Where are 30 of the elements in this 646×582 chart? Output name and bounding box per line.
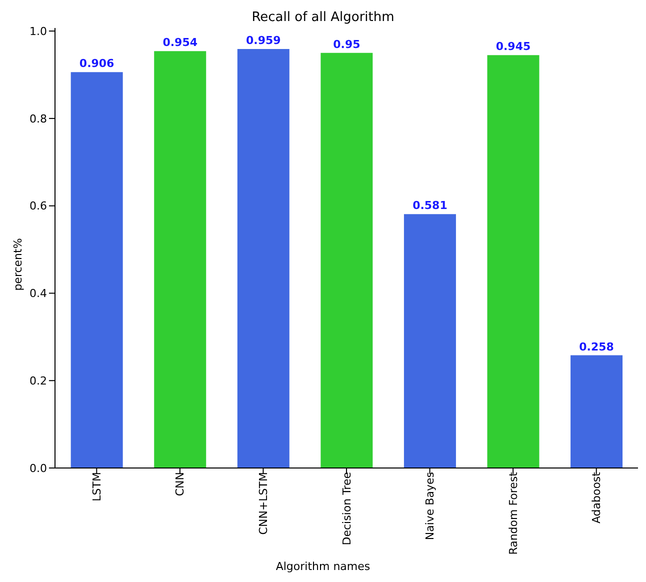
- data-label: 0.954: [162, 36, 198, 50]
- bar: [154, 51, 206, 468]
- bar: [320, 52, 373, 468]
- data-label: 0.581: [412, 199, 448, 212]
- bar: [237, 48, 290, 468]
- data-label: 0.95: [333, 38, 360, 51]
- y-tick-label: 0.2: [30, 374, 47, 388]
- y-tick-label: 0.6: [30, 200, 47, 213]
- data-label: 0.258: [579, 340, 614, 354]
- bar: [404, 214, 456, 468]
- x-tick-label: Random Forest: [506, 471, 520, 555]
- x-tick-label: LSTM: [90, 472, 104, 502]
- x-tick-label: CNN+LSTM: [257, 472, 270, 535]
- data-label: 0.906: [79, 57, 115, 70]
- x-tick-label: Adaboost: [590, 471, 604, 524]
- x-tick-label: CNN: [174, 472, 187, 496]
- data-label: 0.959: [246, 34, 281, 47]
- y-tick-label: 0.0: [30, 462, 47, 475]
- y-axis-title: percent%: [12, 237, 24, 293]
- bar: [570, 355, 623, 468]
- x-tick-label: Decision Tree: [340, 472, 354, 546]
- y-tick-label: 0.8: [30, 112, 47, 126]
- y-tick-label: 0.4: [30, 287, 47, 300]
- x-tick-label: Naive Bayes: [424, 472, 437, 540]
- y-tick-label: 1.0: [30, 24, 47, 38]
- chart-title: Recall of all Algorithm: [250, 10, 396, 25]
- bar: [70, 72, 123, 468]
- bar: [487, 55, 540, 468]
- data-label: 0.945: [496, 40, 531, 54]
- x-axis-title: Algorithm names: [274, 560, 372, 573]
